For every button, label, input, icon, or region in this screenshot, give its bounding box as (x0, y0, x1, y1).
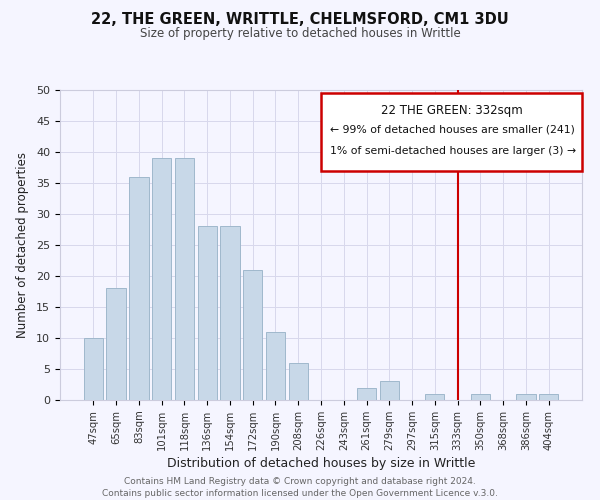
Bar (197, 226, 217, 400)
Text: 22 THE GREEN: 332sqm: 22 THE GREEN: 332sqm (380, 104, 523, 117)
Text: 1% of semi-detached houses are larger (3) →: 1% of semi-detached houses are larger (3… (330, 146, 576, 156)
Bar (84, 338, 103, 400)
Bar (243, 270, 262, 400)
Text: ← 99% of detached houses are smaller (241): ← 99% of detached houses are smaller (24… (330, 124, 575, 134)
Bar (266, 332, 285, 400)
Bar (357, 388, 376, 400)
Bar (220, 226, 239, 400)
Bar (380, 382, 399, 400)
Bar (539, 394, 558, 400)
Bar (425, 394, 445, 400)
Text: Contains HM Land Registry data © Crown copyright and database right 2024.: Contains HM Land Registry data © Crown c… (124, 477, 476, 486)
Bar (129, 177, 149, 400)
Bar (175, 158, 194, 400)
Text: Contains public sector information licensed under the Open Government Licence v.: Contains public sector information licen… (102, 489, 498, 498)
Bar (289, 363, 308, 400)
Bar (106, 288, 126, 400)
Text: Size of property relative to detached houses in Writtle: Size of property relative to detached ho… (140, 28, 460, 40)
FancyBboxPatch shape (321, 93, 582, 170)
Text: 22, THE GREEN, WRITTLE, CHELMSFORD, CM1 3DU: 22, THE GREEN, WRITTLE, CHELMSFORD, CM1 … (91, 12, 509, 28)
Bar (152, 158, 172, 400)
Y-axis label: Number of detached properties: Number of detached properties (16, 152, 29, 338)
Bar (470, 394, 490, 400)
Bar (516, 394, 536, 400)
X-axis label: Distribution of detached houses by size in Writtle: Distribution of detached houses by size … (167, 457, 475, 470)
